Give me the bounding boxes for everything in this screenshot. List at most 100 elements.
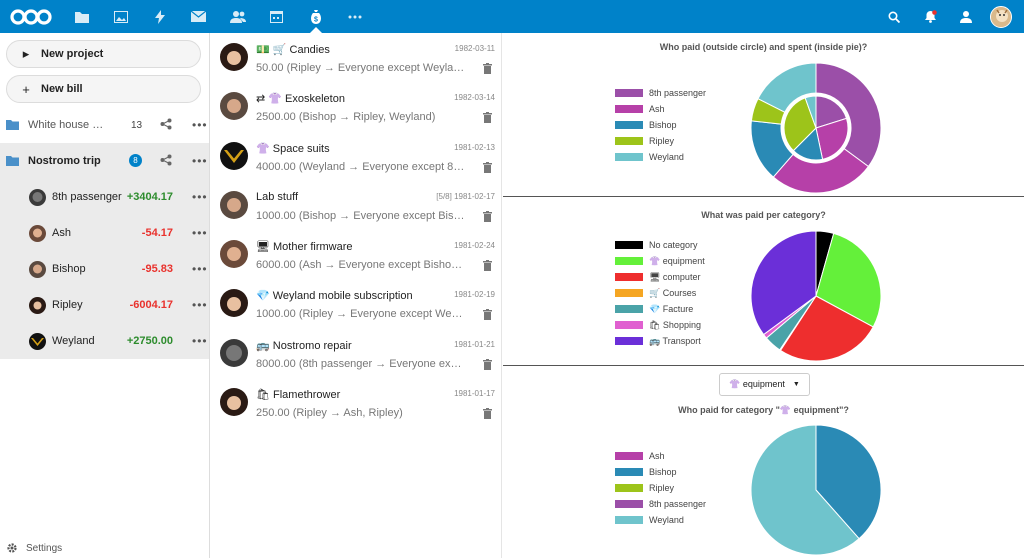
trash-icon[interactable] xyxy=(483,161,492,176)
trash-icon[interactable] xyxy=(483,308,492,323)
legend-label: 👚 equipment xyxy=(649,255,705,266)
nextcloud-logo-icon[interactable] xyxy=(0,0,62,33)
share-icon[interactable] xyxy=(160,154,172,169)
legend-swatch xyxy=(615,321,643,329)
legend-item[interactable]: No category xyxy=(615,237,705,253)
legend-item[interactable]: 8th passenger xyxy=(615,496,706,512)
bill-item[interactable]: 💎 Weyland mobile subscription 1981-02-19… xyxy=(214,279,501,328)
legend-swatch xyxy=(615,516,643,524)
search-icon[interactable] xyxy=(876,0,912,33)
folder-icon xyxy=(6,156,20,166)
category-slice[interactable] xyxy=(779,295,874,362)
app-navigation: ▸ New project + New bill White house m..… xyxy=(0,33,210,558)
legend-item[interactable]: 🖥 computer xyxy=(615,269,705,285)
legend-item[interactable]: 🛒 Courses xyxy=(615,285,705,301)
legend-item[interactable]: Ash xyxy=(615,101,706,117)
bill-item[interactable]: Lab stuff [5/8] 1981-02-17 1000.00 (Bish… xyxy=(214,181,501,230)
avatar xyxy=(29,224,46,242)
legend-label: Bishop xyxy=(649,120,677,130)
category-select[interactable]: 👚 equipment ▼ xyxy=(719,373,810,396)
legend-item[interactable]: Ripley xyxy=(615,480,706,496)
paid-slice[interactable] xyxy=(815,62,882,168)
equipment-payer-chart xyxy=(750,424,882,556)
member-item[interactable]: Weyland +2750.00 ••• xyxy=(0,323,209,359)
legend-item[interactable]: 🚌 Transport xyxy=(615,333,705,349)
project-item-white-house[interactable]: White house m... 13 ••• xyxy=(0,107,209,143)
member-menu-icon[interactable]: ••• xyxy=(192,334,208,348)
bill-item[interactable]: 🛍 Flamethrower 1981-01-17 250.00 (Ripley… xyxy=(214,378,501,427)
bill-item[interactable]: 💵 🛒 Candies 1982-03-11 50.00 (Ripley → E… xyxy=(214,33,501,82)
spent-slice[interactable] xyxy=(815,95,848,129)
legend-item[interactable]: Ripley xyxy=(615,133,706,149)
settings-button[interactable]: Settings xyxy=(6,542,62,554)
files-icon[interactable] xyxy=(62,0,101,33)
chart-legend: Ash Bishop Ripley 8th passenger Weyland xyxy=(615,448,706,528)
bill-title: ⇄ 👚 Exoskeleton xyxy=(256,93,345,106)
spent-slice[interactable] xyxy=(815,117,849,160)
new-project-button[interactable]: ▸ New project xyxy=(6,40,201,68)
new-bill-button[interactable]: + New bill xyxy=(6,75,201,103)
legend-item[interactable]: 👚 equipment xyxy=(615,253,705,269)
bill-title: 🛍 Flamethrower xyxy=(256,389,341,402)
payer-slice[interactable] xyxy=(750,424,860,556)
bill-item[interactable]: 🖥 Mother firmware 1981-02-24 6000.00 (As… xyxy=(214,230,501,279)
legend-label: Bishop xyxy=(649,467,677,477)
member-menu-icon[interactable]: ••• xyxy=(192,298,208,312)
legend-label: Ash xyxy=(649,451,665,461)
member-item[interactable]: Ripley -6004.17 ••• xyxy=(0,287,209,323)
member-menu-icon[interactable]: ••• xyxy=(192,226,208,240)
legend-item[interactable]: 💎 Facture xyxy=(615,301,705,317)
chart-title: Who paid (outside circle) and spent (ins… xyxy=(659,42,868,52)
trash-icon[interactable] xyxy=(483,259,492,274)
paid-slice[interactable] xyxy=(757,62,817,113)
spent-slice[interactable] xyxy=(783,97,817,152)
new-project-label: New project xyxy=(41,48,104,60)
project-menu-icon[interactable]: ••• xyxy=(192,118,208,132)
mail-icon[interactable] xyxy=(179,0,218,33)
legend-item[interactable]: Bishop xyxy=(615,117,706,133)
share-icon[interactable] xyxy=(160,118,172,133)
bill-date: 1981-02-24 xyxy=(454,241,495,251)
member-menu-icon[interactable]: ••• xyxy=(192,262,208,276)
legend-item[interactable]: Ash xyxy=(615,448,706,464)
legend-swatch xyxy=(615,289,643,297)
trash-icon[interactable] xyxy=(483,111,492,126)
contacts-icon[interactable] xyxy=(218,0,257,33)
activity-icon[interactable] xyxy=(140,0,179,33)
legend-item[interactable]: Weyland xyxy=(615,512,706,528)
legend-item[interactable]: 🛍 Shopping xyxy=(615,317,705,333)
cospend-icon[interactable]: $ xyxy=(296,0,335,33)
member-item[interactable]: Ash -54.17 ••• xyxy=(0,215,209,251)
legend-swatch xyxy=(615,257,643,265)
trash-icon[interactable] xyxy=(483,210,492,225)
contacts-menu-icon[interactable] xyxy=(948,0,984,33)
bill-item[interactable]: 🚌 Nostromo repair 1981-01-21 8000.00 (8t… xyxy=(214,329,501,378)
more-apps-icon[interactable] xyxy=(335,0,374,33)
user-avatar[interactable] xyxy=(990,5,1012,28)
member-balance: -6004.17 xyxy=(129,299,173,311)
member-menu-icon[interactable]: ••• xyxy=(192,190,208,204)
legend-label: 8th passenger xyxy=(649,499,707,509)
trash-icon[interactable] xyxy=(483,62,492,77)
bill-item[interactable]: 👚 Space suits 1981-02-13 4000.00 (Weylan… xyxy=(214,132,501,181)
bill-item[interactable]: ⇄ 👚 Exoskeleton 1982-03-14 2500.00 (Bish… xyxy=(214,82,501,131)
legend-label: 💎 Facture xyxy=(649,303,694,314)
spent-slice[interactable] xyxy=(804,95,817,129)
legend-item[interactable]: Bishop xyxy=(615,464,706,480)
category-slice[interactable] xyxy=(750,230,817,336)
trash-icon[interactable] xyxy=(483,358,492,373)
legend-item[interactable]: Weyland xyxy=(615,149,706,165)
legend-item[interactable]: 8th passenger xyxy=(615,85,706,101)
photos-icon[interactable] xyxy=(101,0,140,33)
avatar xyxy=(220,43,248,71)
calendar-icon[interactable] xyxy=(257,0,296,33)
notifications-icon[interactable] xyxy=(912,0,948,33)
member-item[interactable]: Bishop -95.83 ••• xyxy=(0,251,209,287)
project-item-nostromo-trip[interactable]: Nostromo trip 8 ••• xyxy=(0,143,209,179)
project-menu-icon[interactable]: ••• xyxy=(192,154,208,168)
member-item[interactable]: 8th passenger +3404.17 ••• xyxy=(0,179,209,215)
payer-slice[interactable] xyxy=(815,424,882,540)
trash-icon[interactable] xyxy=(483,407,492,422)
legend-swatch xyxy=(615,337,643,345)
category-slice[interactable] xyxy=(815,232,882,328)
